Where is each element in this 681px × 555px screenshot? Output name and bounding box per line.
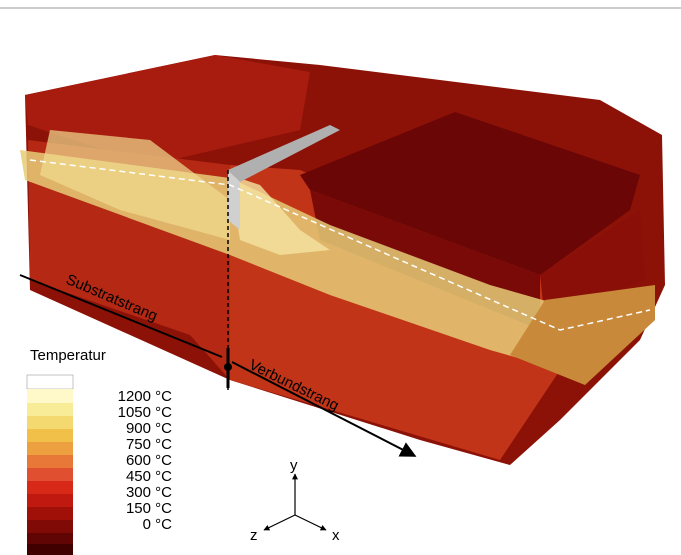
legend-label: 0 °C — [143, 516, 173, 533]
legend-label: 750 °C — [126, 436, 172, 453]
legend-title: Temperatur — [30, 347, 106, 364]
legend-label: 1200 °C — [118, 388, 173, 405]
axis-triad: y z x — [250, 457, 340, 544]
legend-label: 600 °C — [126, 452, 172, 469]
figure: Substratstrang Verbundstrang Temperatur … — [0, 0, 681, 555]
legend-label: 450 °C — [126, 468, 172, 485]
axis-label: y — [290, 457, 298, 474]
axis-label: x — [332, 527, 340, 544]
axis-label: z — [250, 527, 258, 544]
legend-label: 1050 °C — [118, 404, 173, 421]
legend-label: 900 °C — [126, 420, 172, 437]
legend-label: 300 °C — [126, 484, 172, 501]
legend-label: 150 °C — [126, 500, 172, 517]
